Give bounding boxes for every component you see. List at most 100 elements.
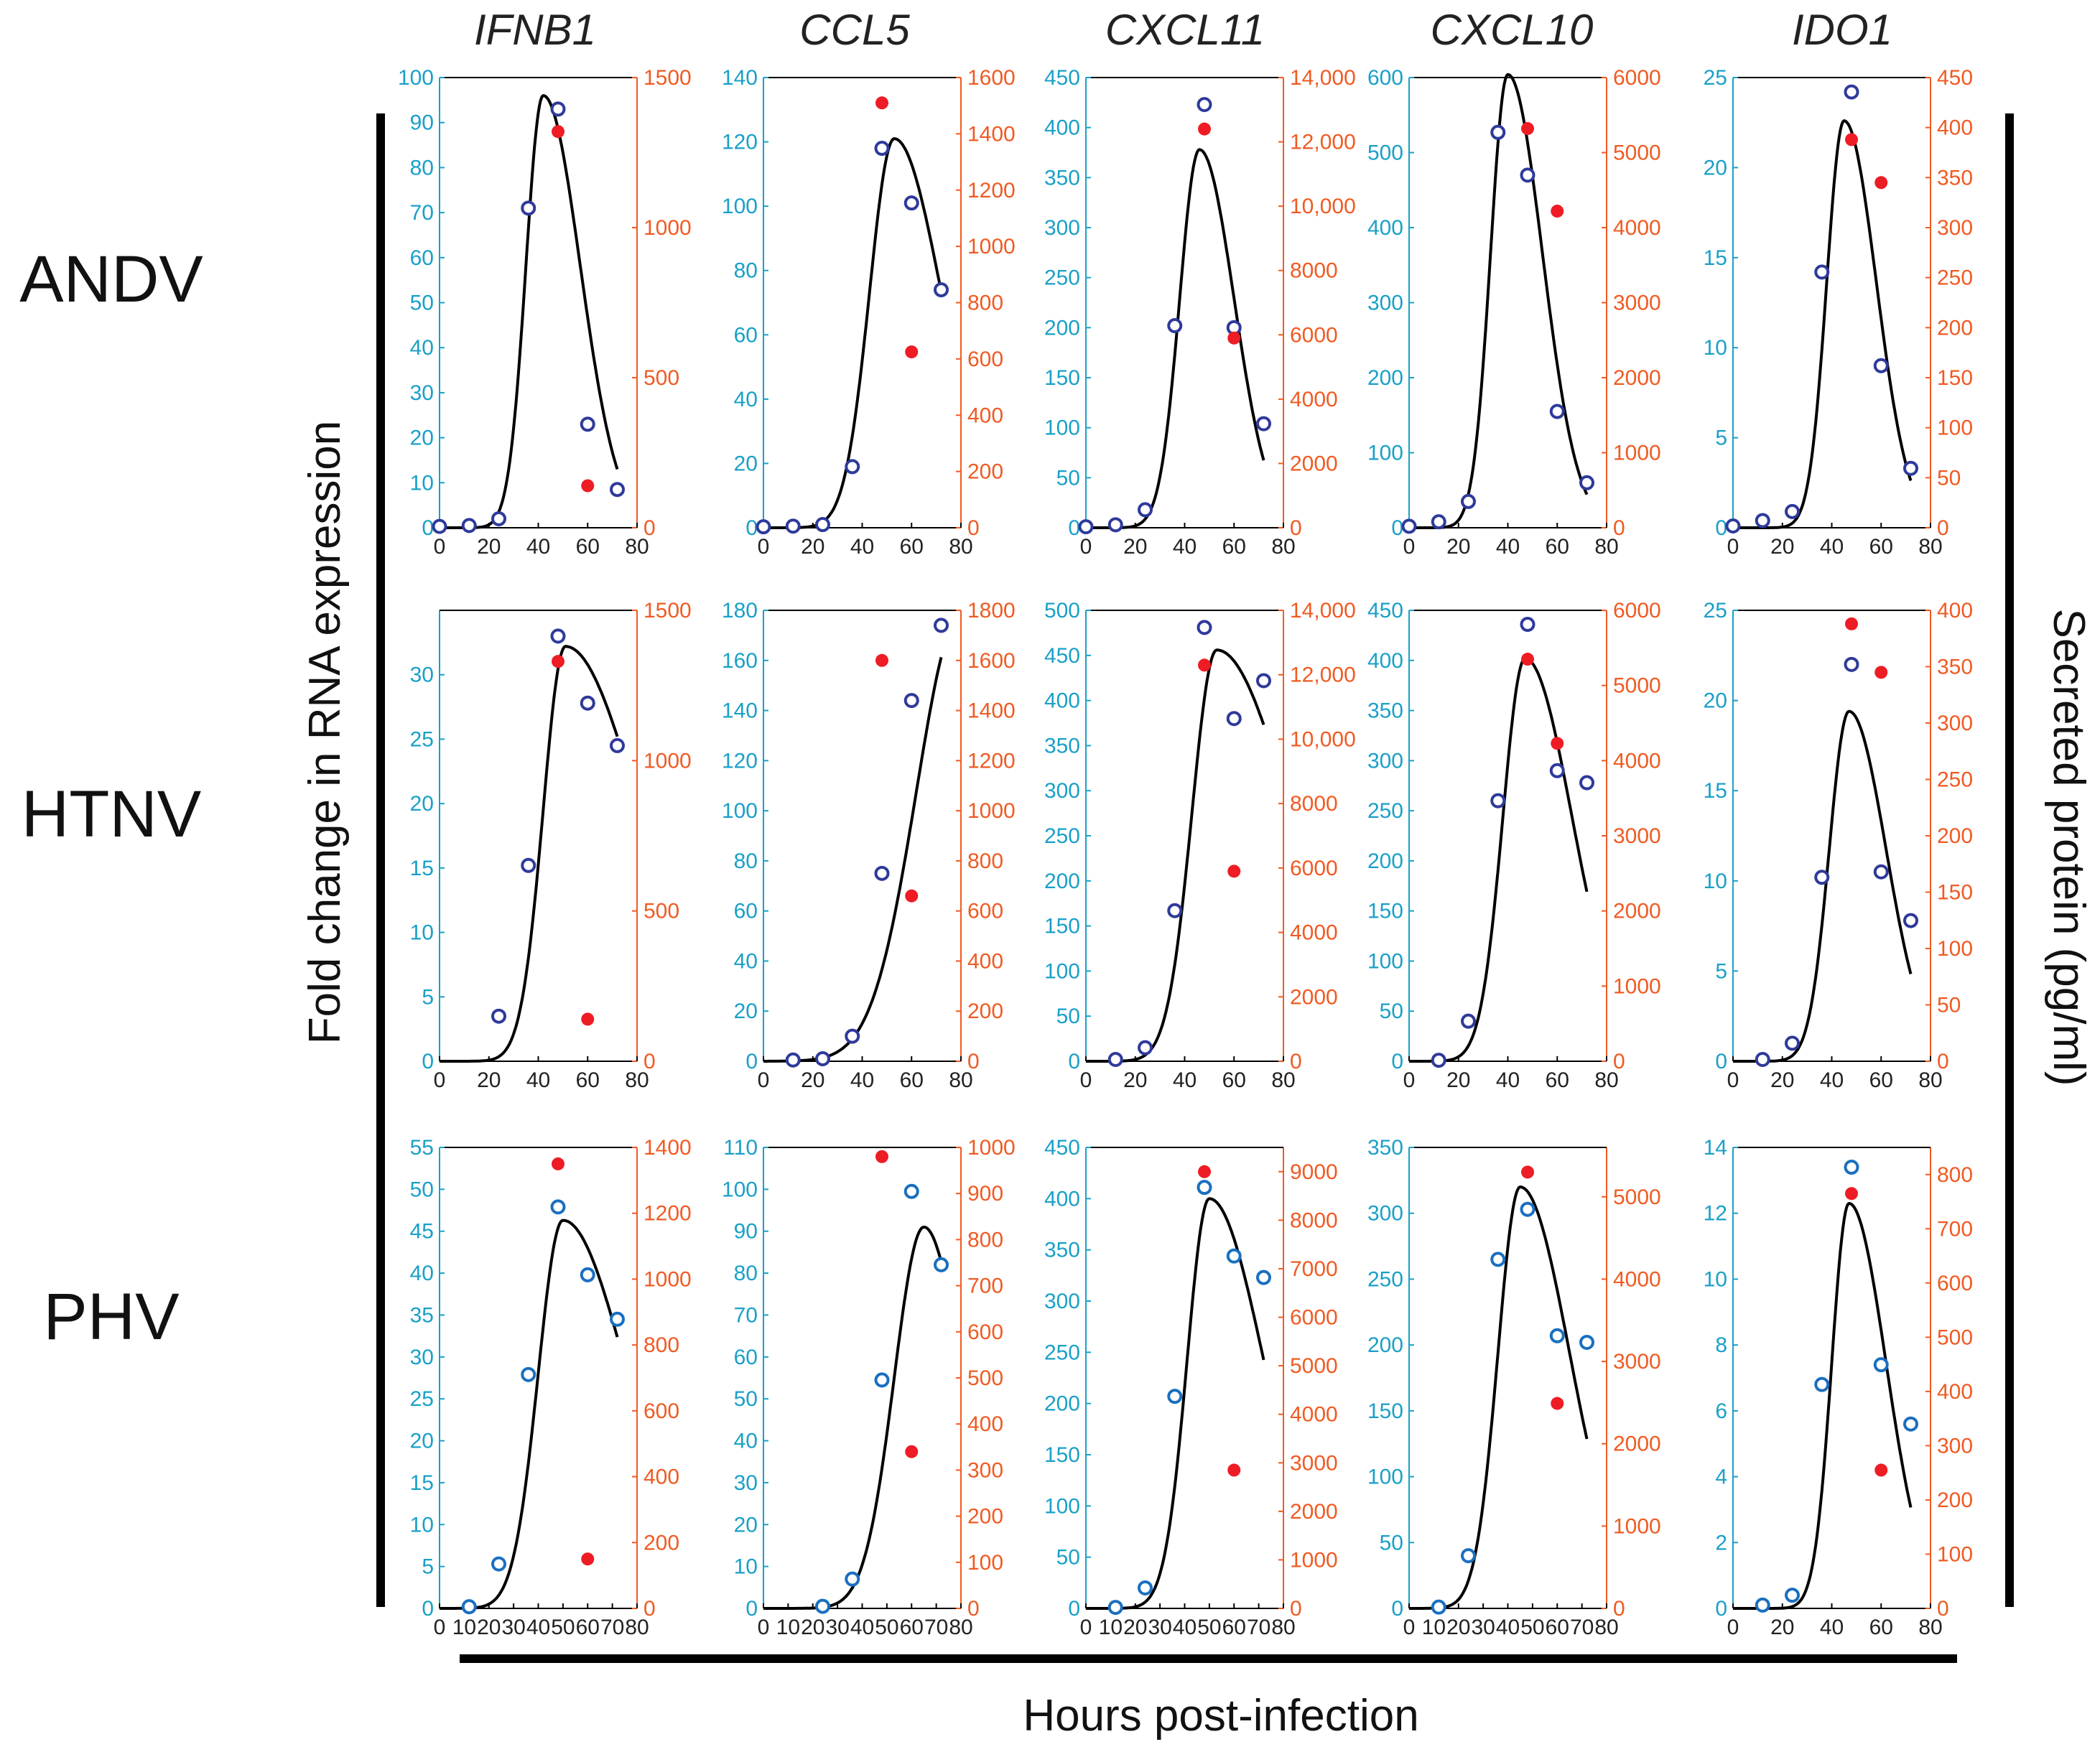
- virus-label-htnv: HTNV: [22, 778, 201, 851]
- x-tick-label: 70: [1570, 1616, 1594, 1639]
- left-tick-label: 90: [734, 1220, 758, 1244]
- right-tick-label: 1000: [1290, 1548, 1338, 1572]
- left-tick-label: 500: [1044, 599, 1080, 623]
- right-tick-label: 800: [967, 849, 1003, 873]
- x-tick-label: 60: [576, 1068, 600, 1092]
- left-tick-label: 20: [1704, 689, 1727, 713]
- left-tick-label: 80: [410, 156, 434, 180]
- left-tick-label: 40: [734, 388, 758, 411]
- rna-point: [1520, 1201, 1535, 1217]
- rna-point: [610, 482, 625, 498]
- right-tick-label: 2000: [1613, 1432, 1661, 1456]
- protein-point: [905, 1445, 919, 1458]
- right-tick-label: 0: [1290, 1597, 1302, 1621]
- right-tick-label: 800: [644, 1333, 679, 1357]
- rna-point: [1814, 870, 1830, 885]
- protein-point: [581, 479, 595, 493]
- right-tick-label: 9000: [1290, 1160, 1338, 1184]
- rna-point: [1461, 1013, 1476, 1029]
- rna-point: [1256, 416, 1271, 432]
- right-tick-label: 1000: [644, 749, 692, 773]
- right-tick-label: 0: [1613, 1050, 1625, 1073]
- left-tick-label: 10: [410, 471, 434, 495]
- x-tick-label: 20: [477, 535, 501, 559]
- rna-point: [1579, 475, 1594, 490]
- protein-point: [581, 1012, 595, 1026]
- x-tick-label: 40: [1820, 1616, 1844, 1639]
- left-tick-label: 60: [734, 1346, 758, 1369]
- protein-point: [1198, 122, 1211, 136]
- rna-point: [1549, 404, 1565, 419]
- left-tick-label: 10: [410, 1513, 434, 1537]
- left-tick-label: 450: [1367, 599, 1403, 623]
- left-tick-label: 350: [1367, 1136, 1403, 1160]
- left-tick-label: 250: [1044, 266, 1080, 290]
- rna-point: [521, 1366, 536, 1382]
- left-tick-label: 50: [1056, 1546, 1080, 1570]
- x-tick-label: 20: [1446, 535, 1470, 559]
- rna-point: [1138, 1040, 1153, 1056]
- right-tick-label: 50: [1937, 466, 1961, 490]
- gene-headers: IFNB1 CCL5 CXCL11 CXCL10 IDO1: [474, 6, 1892, 54]
- x-axis-title: Hours post-infection: [1023, 1691, 1418, 1741]
- x-tick-label: 20: [477, 1616, 501, 1639]
- protein-point: [875, 653, 888, 667]
- right-tick-label: 8000: [1290, 792, 1338, 816]
- rna-point: [1431, 514, 1446, 530]
- right-tick-label: 1400: [644, 1136, 692, 1160]
- right-tick-label: 200: [1937, 1488, 1973, 1512]
- left-tick-label: 15: [1704, 779, 1727, 803]
- right-tick-label: 700: [1937, 1217, 1973, 1241]
- x-tick-label: 50: [551, 1616, 575, 1639]
- fit-curve: [1409, 1185, 1589, 1610]
- left-tick-label: 400: [1367, 216, 1403, 240]
- rna-point: [874, 865, 890, 881]
- protein-point: [1845, 1187, 1858, 1201]
- rna-point: [1256, 673, 1271, 689]
- x-tick-label: 80: [1594, 1616, 1618, 1639]
- left-tick-label: 100: [722, 195, 758, 218]
- right-tick-label: 1500: [644, 66, 692, 90]
- right-tick-label: 6000: [1290, 857, 1338, 880]
- x-tick-label: 0: [1403, 1616, 1416, 1639]
- right-frame-bar: [2005, 113, 2014, 1607]
- left-tick-label: 100: [398, 66, 434, 90]
- right-tick-label: 1000: [967, 235, 1016, 258]
- right-tick-label: 500: [1937, 1325, 1973, 1349]
- right-tick-label: 6000: [1613, 66, 1661, 90]
- protein-point: [1198, 1165, 1211, 1178]
- rna-point: [491, 1008, 506, 1024]
- protein-point: [1845, 133, 1858, 146]
- left-frame-bar: [376, 113, 385, 1607]
- x-tick-label: 40: [526, 535, 550, 559]
- rna-point: [934, 1257, 949, 1272]
- rna-point: [1401, 518, 1417, 534]
- right-tick-label: 0: [1290, 516, 1302, 540]
- right-tick-label: 400: [1937, 1380, 1973, 1404]
- right-tick-label: 800: [967, 292, 1003, 315]
- left-tick-label: 20: [734, 1000, 758, 1023]
- rna-point: [903, 693, 919, 709]
- rna-point: [610, 1311, 625, 1327]
- x-tick-label: 80: [1918, 1068, 1942, 1092]
- rna-point: [903, 1183, 919, 1199]
- right-tick-label: 6000: [1290, 1306, 1338, 1330]
- left-tick-label: 10: [1704, 336, 1727, 360]
- x-tick-label: 80: [1271, 1616, 1295, 1639]
- right-tick-label: 12,000: [1290, 131, 1356, 154]
- left-tick-label: 5: [422, 985, 434, 1009]
- left-tick-label: 20: [410, 1430, 434, 1453]
- left-tick-label: 5: [1715, 427, 1727, 450]
- right-tick-label: 400: [967, 1412, 1003, 1436]
- left-tick-label: 200: [1044, 1392, 1080, 1416]
- left-axis-title: Fold change in RNA expression: [300, 421, 350, 1044]
- x-tick-label: 10: [776, 1616, 800, 1639]
- protein-point: [905, 345, 919, 359]
- left-tick-label: 140: [722, 66, 758, 90]
- x-tick-label: 0: [1727, 535, 1739, 559]
- left-tick-label: 300: [1367, 749, 1403, 773]
- left-tick-label: 110: [723, 1136, 758, 1160]
- x-tick-label: 30: [501, 1616, 525, 1639]
- right-tick-label: 200: [967, 460, 1003, 484]
- protein-point: [1227, 1463, 1241, 1477]
